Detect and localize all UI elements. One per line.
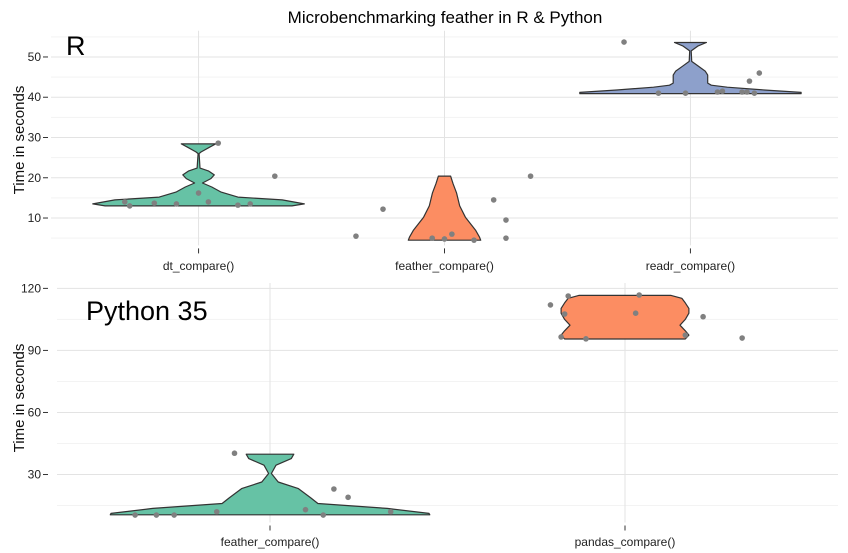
data-point	[719, 88, 726, 94]
data-point	[503, 217, 509, 223]
data-point	[126, 203, 133, 209]
data-point	[153, 512, 160, 518]
violin-dt_compare	[92, 143, 305, 207]
data-point	[682, 332, 689, 338]
data-point	[331, 486, 337, 492]
data-point	[449, 231, 455, 237]
violin-pandas_compare	[560, 294, 690, 340]
data-point	[471, 237, 477, 243]
x-tick-label: dt_compare()	[163, 259, 234, 273]
data-point	[583, 336, 589, 342]
data-point	[195, 190, 202, 196]
y-tick-label: 50	[28, 50, 42, 64]
data-point	[353, 233, 359, 239]
x-tick-label: pandas_compare()	[575, 535, 676, 549]
data-point	[682, 90, 689, 97]
x-tick-label: feather_compare()	[395, 259, 494, 273]
data-point	[756, 70, 763, 76]
data-point	[320, 512, 327, 518]
data-point	[235, 202, 241, 208]
y-tick-label: 90	[28, 343, 42, 357]
data-point	[751, 90, 758, 97]
y-tick-label: 120	[21, 281, 41, 295]
y-tick-label: 20	[28, 171, 42, 185]
data-point	[151, 200, 158, 206]
data-point	[247, 201, 254, 207]
y-tick-label: 30	[28, 468, 42, 482]
data-point	[380, 206, 386, 212]
data-point	[132, 512, 138, 518]
data-point	[714, 89, 721, 95]
data-point	[490, 197, 497, 203]
data-point	[746, 78, 753, 84]
panel-label: Python 35	[86, 296, 208, 326]
data-point	[636, 292, 642, 298]
data-point	[739, 89, 745, 95]
data-point	[121, 199, 128, 205]
data-point	[387, 508, 394, 515]
violin-feather_compare	[109, 453, 431, 516]
data-point	[429, 235, 436, 241]
data-point	[621, 39, 627, 45]
violin-feather_compare	[407, 175, 482, 241]
data-point	[700, 313, 706, 320]
data-point	[231, 450, 238, 457]
x-tick-label: feather_compare()	[221, 535, 320, 549]
data-point	[213, 508, 220, 515]
y-tick-label: 40	[28, 90, 42, 104]
data-point	[558, 334, 564, 340]
data-point	[632, 310, 639, 316]
panel-python: 30 60 90 120 feather_compare() pandas_compare…	[11, 281, 838, 549]
data-point	[561, 311, 568, 317]
data-point	[739, 335, 745, 341]
data-point	[171, 512, 177, 518]
x-tick-label: readr_compare()	[646, 259, 735, 273]
data-point	[744, 89, 750, 95]
violin-readr_compare	[579, 41, 802, 95]
y-axis-label: Time in seconds	[11, 86, 28, 195]
data-point	[272, 173, 278, 179]
data-point	[565, 293, 571, 299]
y-tick-label: 10	[28, 211, 42, 225]
data-point	[655, 90, 662, 97]
chart-title: Microbenchmarking feather in R & Python	[288, 8, 603, 27]
data-point	[527, 173, 534, 179]
y-tick-label: 60	[28, 405, 42, 419]
y-axis-label: Time in seconds	[11, 344, 28, 453]
data-point	[302, 506, 309, 513]
panel-label: R	[66, 31, 86, 61]
data-point	[441, 236, 448, 242]
data-point	[345, 494, 351, 501]
data-point	[205, 199, 212, 205]
data-point	[547, 302, 554, 308]
panel-r: 10 20 30 40 50 dt_compare() feather_compare() r…	[11, 30, 838, 273]
y-tick-label: 30	[28, 130, 42, 144]
data-point	[173, 201, 180, 207]
data-point	[215, 140, 222, 146]
data-point	[503, 235, 509, 241]
